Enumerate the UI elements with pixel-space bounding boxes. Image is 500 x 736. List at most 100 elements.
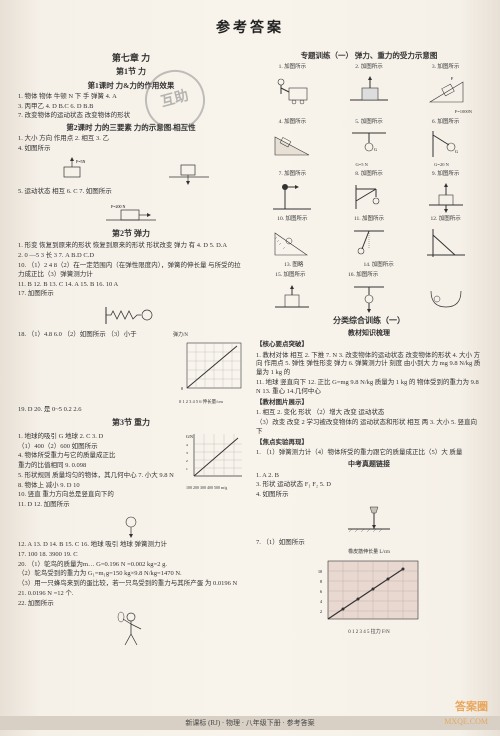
hanging-weight-icon — [348, 283, 390, 313]
gravity-diagram — [116, 514, 146, 538]
answer-text: 10. 竖直 重力方向总是竖直向下的 — [18, 491, 181, 500]
force-diagram: F=200 N — [106, 200, 156, 226]
answer-text: （3）用一只蜂鸟来到的蛋比较，若一只鸟受到的重力与其所产蛋 为 0.0196 N — [18, 580, 244, 589]
section-label: 【核心要点突破】 — [256, 341, 482, 350]
diagram-row — [256, 283, 482, 313]
diagram-row — [18, 302, 244, 328]
answer-text: 21. 0.0196 N =12 个. — [18, 590, 244, 599]
dia-label: 16. 加图所示 — [348, 272, 378, 279]
page-footer: 新课标 (RJ) · 物理 · 八年级下册 · 参考答案 — [0, 716, 500, 730]
g-label: G=20 N — [434, 162, 449, 168]
block-arrows-icon — [271, 283, 313, 313]
page-title: 参考答案 — [18, 20, 482, 39]
answer-text: 1. 形变 恢复到原来的形状 恢复到原来的形状 形状改变 弹力 有 4. D 5… — [18, 242, 244, 251]
svg-text:G: G — [374, 147, 377, 152]
person-pushing-icon — [271, 74, 313, 106]
answer-text: 11. 地球 竖直向下 12. 正比 G=mg 9.8 N/kg 质量为 1 k… — [256, 379, 482, 397]
graph-xlabel: 0 1 2 3 4 5 拉力 F/N — [314, 630, 424, 637]
answer-text: 5. 形状规则 质量均匀的物体，其几何中心 7. 小大 9.8 N — [18, 472, 181, 481]
answer-text: 19. D 20. 是 0~5 0.2 2.6 — [18, 406, 244, 415]
answer-text: 1. A 2. B — [256, 472, 482, 481]
elastic-graph: 0 — [179, 341, 244, 396]
svg-text:G: G — [455, 149, 458, 154]
answer-text: （1）400（2）600 如图所示 — [18, 443, 181, 452]
answer-text: 8. 物体上 减小 9. D 10 — [18, 482, 181, 491]
dia-label: 14. 加图所示 — [364, 262, 394, 269]
diagram-row: F=200 N — [18, 200, 244, 226]
answer-text: 11. D 12. 加图所示 — [18, 501, 181, 510]
answer-text: 10. （1）2 4 8（2）在一定范围内（在弹性限度内），弹簧的伸长量 与所受… — [18, 262, 244, 280]
training-sub: 教材知识梳理 — [256, 329, 482, 338]
spring-diagram — [101, 302, 161, 328]
wall-lean-icon — [425, 227, 467, 259]
lesson2-title: 第2课时 力的三要素 力的示意图 相互性 — [18, 123, 244, 133]
page-content: 参考答案 互助 第七章 力 第1节 力 第1课时 力&力的作用效果 1. 物体 … — [0, 0, 500, 665]
answer-text: （3）改变 改变 2 学习被改变物体的 运动状态和形状 相互 两 3. 大小 5… — [256, 419, 482, 437]
diagram-row — [256, 181, 482, 213]
answer-text: 3. 丙甲乙 4. D B.C 6. D B.B — [18, 103, 244, 112]
dia-label: 11. 加图所示 — [354, 216, 384, 223]
dia-label: 6. 加图所示 — [432, 119, 460, 126]
answer-text: 1. （1）弹簧测力计（4）物体所受的重力跟它的质量成正比（5）大 质量 — [256, 449, 482, 458]
training-title: 分类综合训练（一） — [256, 316, 482, 327]
answer-text: 20. （1）鸵鸟的质量为m… G=0.196 N =0.002 kg=2 g. — [18, 561, 244, 570]
svg-text:3: 3 — [186, 451, 188, 455]
dia-label: 13. 图略 — [284, 262, 303, 269]
svg-text:4: 4 — [186, 443, 188, 447]
dia-label: 7. 加图所示 — [279, 171, 307, 178]
answer-text: 3. 形状 运动状态 F₁ F₂ 5. D — [256, 481, 482, 490]
answer-text: 5. 运动状态 相互 6. C 7. 如图所示 — [18, 188, 244, 197]
chapter-title: 第七章 力 — [18, 52, 244, 64]
incline-block-icon — [271, 129, 313, 159]
lesson1-title: 第1课时 力&力的作用效果 — [18, 81, 244, 91]
diagram-row: 4. 加图所示 5. 加图所示 6. 加图所示 — [256, 119, 482, 126]
dia-label: 9. 加图所示 — [432, 171, 460, 178]
diagram-row — [256, 227, 482, 259]
svg-text:F=200 N: F=200 N — [111, 204, 125, 209]
svg-text:8: 8 — [320, 579, 322, 584]
svg-text:6: 6 — [320, 589, 322, 594]
answer-text: 1. 地球的吸引 G 地球 2. C 3. D — [18, 433, 181, 442]
force-diagram: F=5N — [54, 157, 94, 185]
bowl-ball-icon — [425, 283, 467, 313]
pendulum-icon — [348, 227, 390, 259]
topic1-title: 专题训练（一） 弹力、重力的受力示意图 — [256, 51, 482, 61]
svg-text:2: 2 — [186, 459, 188, 463]
diagram-row: F — [256, 74, 482, 106]
answer-text: 4. 物体所受重力与它的质量成正比 — [18, 452, 181, 461]
diagram-row: 15. 加图所示 16. 加图所示 — [256, 272, 482, 279]
svg-text:0: 0 — [181, 386, 183, 391]
graph-ylabel: 弹力/N — [173, 333, 188, 340]
badminton-figure — [111, 609, 151, 649]
pole-ball-icon — [271, 181, 313, 213]
diagram-row: 13. 图略 14. 加图所示 — [256, 262, 482, 269]
weight-graph: G/N 12 34 — [186, 432, 244, 482]
answer-text: 4. 如图所示 — [256, 491, 482, 500]
incline-force-icon: F — [425, 74, 467, 106]
dia-label: 8. 加图所示 — [355, 171, 383, 178]
ground-weight-icon — [344, 501, 394, 535]
right-column: 专题训练（一） 弹力、重力的受力示意图 1. 加图所示 2. 加图所示 3. 加… — [256, 49, 482, 653]
dia-label: 12. 加图所示 — [430, 216, 460, 223]
diagram-row: G G — [256, 129, 482, 159]
watermark-url: MXQE.COM — [444, 717, 488, 726]
two-columns: 第七章 力 第1节 力 第1课时 力&力的作用效果 1. 物体 物体 牛顿 N … — [18, 49, 482, 653]
dia-label: 3. 加图所示 — [432, 64, 460, 71]
answer-text: 1. 大小 方向 作用点 2. 相互 3. 乙 — [18, 135, 244, 144]
svg-text:F=5N: F=5N — [76, 159, 85, 164]
section1-title: 第1节 力 — [18, 67, 244, 78]
section2-title: 第2节 弹力 — [18, 229, 244, 240]
graph-xlabel: 100 200 300 400 500 m/g — [186, 485, 244, 490]
answer-text: 1. 相互 2. 变化 形状 （2）增大 改变 运动状态 — [256, 409, 482, 418]
diagram-row: 7. 加图所示 8. 加图所示 9. 加图所示 — [256, 171, 482, 178]
answer-text: 7. 改变物体的运动状态 改变物体的形状 — [18, 112, 244, 121]
svg-text:2: 2 — [320, 609, 322, 614]
exam-link-title: 中考真题链接 — [256, 460, 482, 469]
svg-text:G/N: G/N — [186, 434, 193, 439]
diagram-row: 1. 加图所示 2. 加图所示 3. 加图所示 — [256, 64, 482, 71]
diagram-row: F=5N — [18, 157, 244, 185]
diagram-row — [18, 514, 244, 538]
answer-text: 17. 100 18. 3900 19. C — [18, 551, 244, 560]
answer-text: 18. （1）4.8 6.0 （2）如图所示 （3）小于 — [18, 331, 244, 340]
graph-ylabel: 橡皮筋伸长量 L/cm — [314, 550, 424, 557]
